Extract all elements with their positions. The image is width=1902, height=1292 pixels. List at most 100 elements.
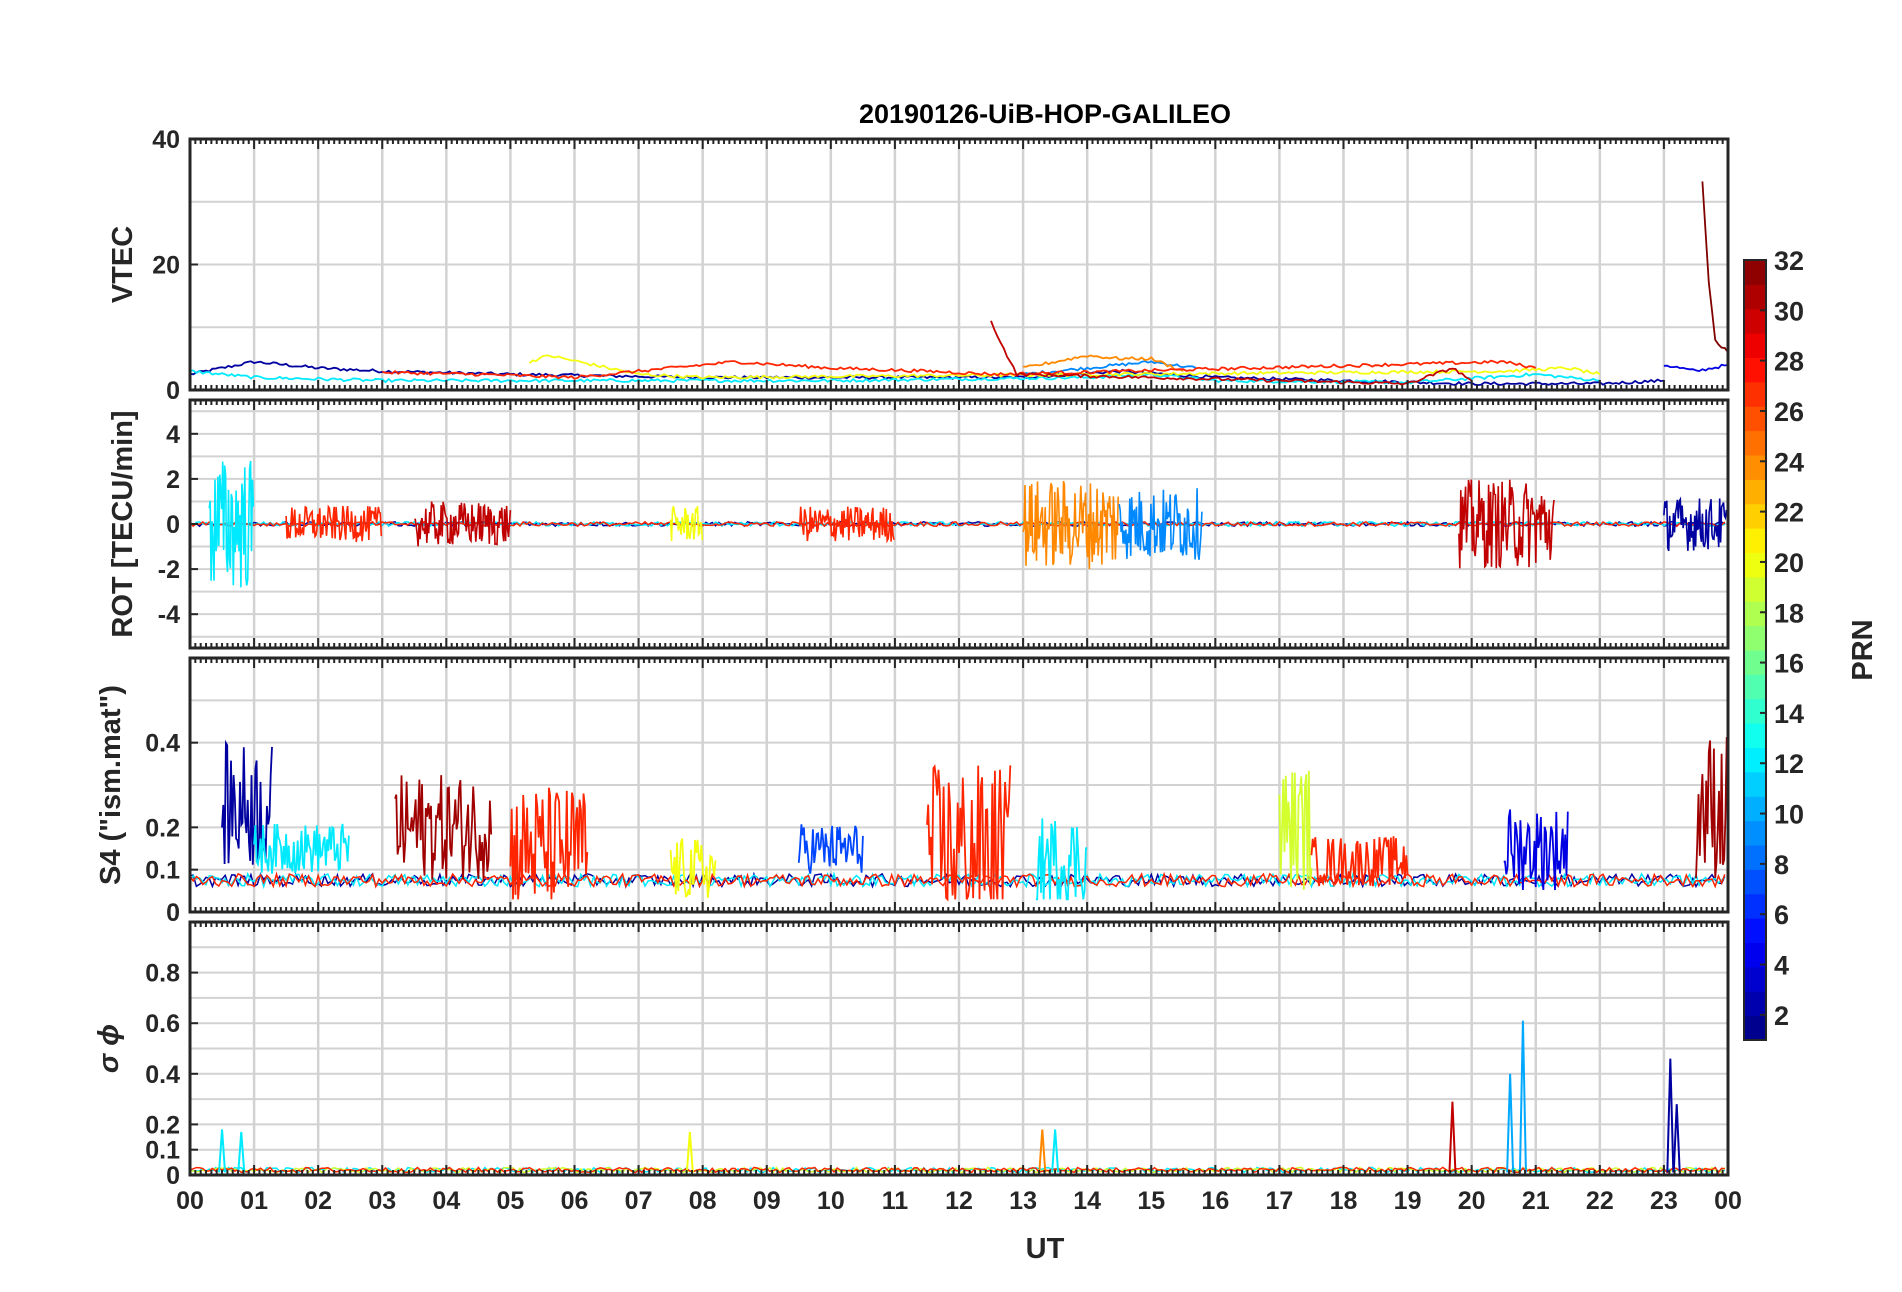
x-tick-label: 16: [1201, 1187, 1229, 1215]
colorbar-tick-label: 28: [1774, 347, 1804, 377]
x-tick-label: 09: [753, 1187, 781, 1215]
colorbar-segment: [1744, 430, 1766, 456]
y-tick-label: 0.1: [145, 857, 180, 885]
vtec-series-prn-4: [1663, 363, 1729, 373]
colorbar-label: PRN: [1847, 619, 1879, 680]
colorbar-tick-label: 8: [1774, 850, 1789, 880]
colorbar-segment: [1744, 918, 1766, 943]
y-tick-label: 0.2: [145, 1111, 180, 1139]
y-axis-label: ROT [TECU/min]: [107, 410, 139, 637]
y-tick-label: 4: [166, 421, 180, 449]
y-tick-label: -4: [158, 601, 180, 629]
panel-s4: 0 0.1 0.2 0.4 S4 ("ism.mat"): [95, 656, 1730, 927]
s4-burst-prn-31: [1695, 737, 1729, 879]
s4-burst-prn-12: [253, 823, 350, 874]
colorbar-tick-label: 16: [1774, 649, 1804, 679]
colorbar-segment: [1744, 698, 1766, 724]
colorbar-tick-label: 24: [1774, 447, 1804, 477]
colorbar-tick-label: 26: [1774, 397, 1804, 427]
colorbar-segment: [1744, 406, 1766, 432]
x-tick-label: 12: [945, 1187, 973, 1215]
y-tick-label: 0.4: [145, 1061, 180, 1089]
y-tick-label: 0: [166, 899, 180, 927]
colorbar-segment: [1744, 747, 1766, 773]
s4-burst-prn-20: [669, 838, 717, 898]
y-tick-label: 0.2: [145, 814, 180, 842]
x-tick-label: 22: [1586, 1187, 1614, 1215]
panel-vtec: 0 20 40 VTEC: [107, 126, 1730, 405]
colorbar-segment: [1744, 503, 1766, 529]
s4-baseline-prn-27: [189, 871, 1726, 890]
x-tick-label: 23: [1650, 1187, 1678, 1215]
rot-baseline-prn-27: [189, 520, 1726, 528]
x-tick-label: 10: [817, 1187, 845, 1215]
y-tick-label: 40: [152, 126, 180, 154]
vtec-series-prn-30: [990, 320, 1473, 386]
sigma-spike-prn-2: [1672, 1104, 1681, 1173]
x-tick-label: 14: [1073, 1187, 1101, 1215]
colorbar-segment: [1744, 893, 1766, 919]
y-axis-label: σ ϕ: [93, 1024, 125, 1073]
colorbar-tick-label: 18: [1774, 598, 1804, 628]
rot-burst-prn-12: [208, 460, 255, 588]
colorbar-segment: [1744, 771, 1766, 797]
colorbar-segment: [1744, 796, 1766, 822]
colorbar-tick-label: 30: [1774, 296, 1804, 326]
colorbar-segment: [1744, 381, 1766, 407]
x-tick-label: 04: [432, 1187, 460, 1215]
y-tick-label: 0.6: [145, 1010, 180, 1038]
colorbar-segment: [1744, 479, 1766, 505]
rot-burst-prn-2: [1663, 496, 1729, 552]
colorbar-segment: [1744, 601, 1766, 627]
y-tick-label: 0.1: [145, 1137, 180, 1165]
x-tick-label: 00: [176, 1187, 204, 1215]
x-tick-label: 01: [240, 1187, 268, 1215]
sigma-spike-prn-10: [1506, 1073, 1515, 1173]
s4-burst-prn-27: [1310, 836, 1409, 887]
colorbar-tick-label: 4: [1774, 951, 1789, 981]
y-tick-label: -2: [158, 556, 180, 584]
colorbar-segment: [1744, 333, 1766, 358]
x-tick-label: 17: [1266, 1187, 1294, 1215]
s4-burst-prn-27: [509, 787, 589, 900]
sigma-spike-prn-12: [237, 1131, 246, 1173]
rot-burst-prn-9: [1118, 488, 1203, 560]
x-tick-label: 03: [368, 1187, 396, 1215]
panel-sigma_phi: 00.10.2 0.4 0.6 0.8 σ ϕ: [93, 920, 1730, 1190]
x-tick-label: 07: [625, 1187, 653, 1215]
chart-title: 20190126-UiB-HOP-GALILEO: [859, 99, 1231, 129]
colorbar-segment: [1744, 966, 1766, 992]
colorbar-tick-label: 20: [1774, 548, 1804, 578]
x-tick-label: 15: [1137, 1187, 1165, 1215]
sigma-spike-prn-24: [1038, 1129, 1047, 1173]
colorbar-segment: [1744, 552, 1766, 578]
colorbar-segment: [1744, 260, 1766, 285]
sigma-spike-prn-10: [1518, 1020, 1527, 1173]
rot-burst-prn-24: [1022, 480, 1119, 570]
x-axis-label: UT: [1026, 1233, 1065, 1265]
colorbar-segment: [1744, 455, 1766, 480]
y-tick-label: 0.8: [145, 960, 180, 988]
vtec-series-prn-27: [382, 359, 1537, 380]
colorbar-segment: [1744, 576, 1766, 602]
x-tick-label: 05: [497, 1187, 525, 1215]
y-axis-label: S4 ("ism.mat"): [95, 685, 127, 885]
colorbar-segment: [1744, 942, 1766, 968]
x-tick-label: 06: [561, 1187, 589, 1215]
sigma-spike-prn-20: [685, 1131, 694, 1173]
colorbar-segment: [1744, 723, 1766, 748]
colorbar-segment: [1744, 528, 1766, 553]
colorbar-segment: [1744, 845, 1766, 870]
x-tick-label: 20: [1458, 1187, 1486, 1215]
rot-burst-prn-30: [1458, 479, 1555, 569]
y-tick-label: 0.4: [145, 730, 180, 758]
vtec-series-prn-12: [189, 369, 1600, 385]
s4-burst-prn-27: [926, 764, 1012, 902]
y-tick-label: 0: [166, 1162, 180, 1190]
sigma-spike-prn-2: [1666, 1058, 1675, 1173]
s4-burst-prn-4: [1503, 809, 1569, 891]
y-tick-label: 0: [166, 511, 180, 539]
x-tick-label: 13: [1009, 1187, 1037, 1215]
panel-rot: -4 -2 0 2 4 ROT [TECU/min]: [107, 398, 1730, 650]
